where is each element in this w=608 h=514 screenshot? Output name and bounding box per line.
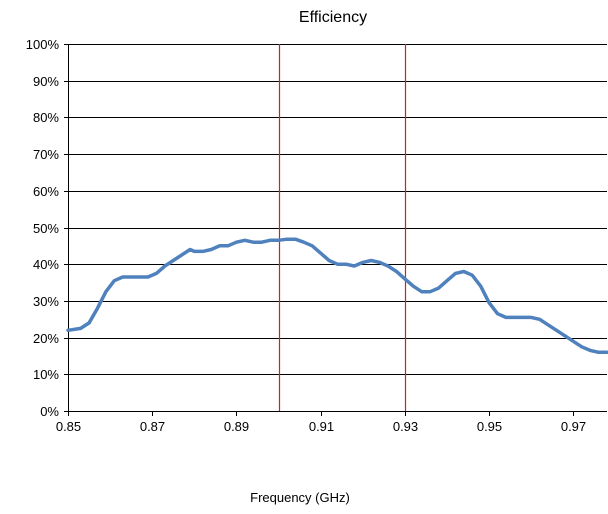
- x-tick-label-3: 0.91: [309, 419, 334, 434]
- x-tick-label-6: 0.97: [561, 419, 586, 434]
- x-tick-label-0: 0.85: [56, 419, 81, 434]
- y-tick-label-4: 40%: [33, 257, 59, 272]
- y-tick-label-2: 20%: [33, 331, 59, 346]
- y-tick-label-8: 80%: [33, 110, 59, 125]
- x-axis-tick-labels: 0.85 0.87 0.89 0.91 0.93 0.95 0.97: [56, 419, 586, 434]
- y-tick-label-6: 60%: [33, 184, 59, 199]
- y-tick-label-3: 30%: [33, 294, 59, 309]
- horizontal-gridlines: [68, 44, 607, 375]
- y-tick-label-9: 90%: [33, 74, 59, 89]
- reference-lines: [278, 44, 407, 411]
- x-tick-label-5: 0.95: [477, 419, 502, 434]
- y-axis-tick-labels: 0% 10% 20% 30% 40% 50% 60% 70% 80% 90% 100%: [26, 37, 60, 419]
- axes: [64, 44, 607, 416]
- data-series: [66, 237, 608, 355]
- chart-title: Efficiency: [299, 9, 367, 26]
- y-tick-label-1: 10%: [33, 367, 59, 382]
- y-tick-label-7: 70%: [33, 147, 59, 162]
- x-tick-label-4: 0.93: [393, 419, 418, 434]
- x-tick-label-1: 0.87: [140, 419, 165, 434]
- y-tick-label-5: 50%: [33, 221, 59, 236]
- y-tick-label-0: 0%: [40, 404, 59, 419]
- efficiency-series-line-0: [66, 237, 608, 355]
- x-axis-title: Frequency (GHz): [250, 490, 350, 505]
- x-tick-label-2: 0.89: [224, 419, 249, 434]
- y-tick-label-10: 100%: [26, 37, 60, 52]
